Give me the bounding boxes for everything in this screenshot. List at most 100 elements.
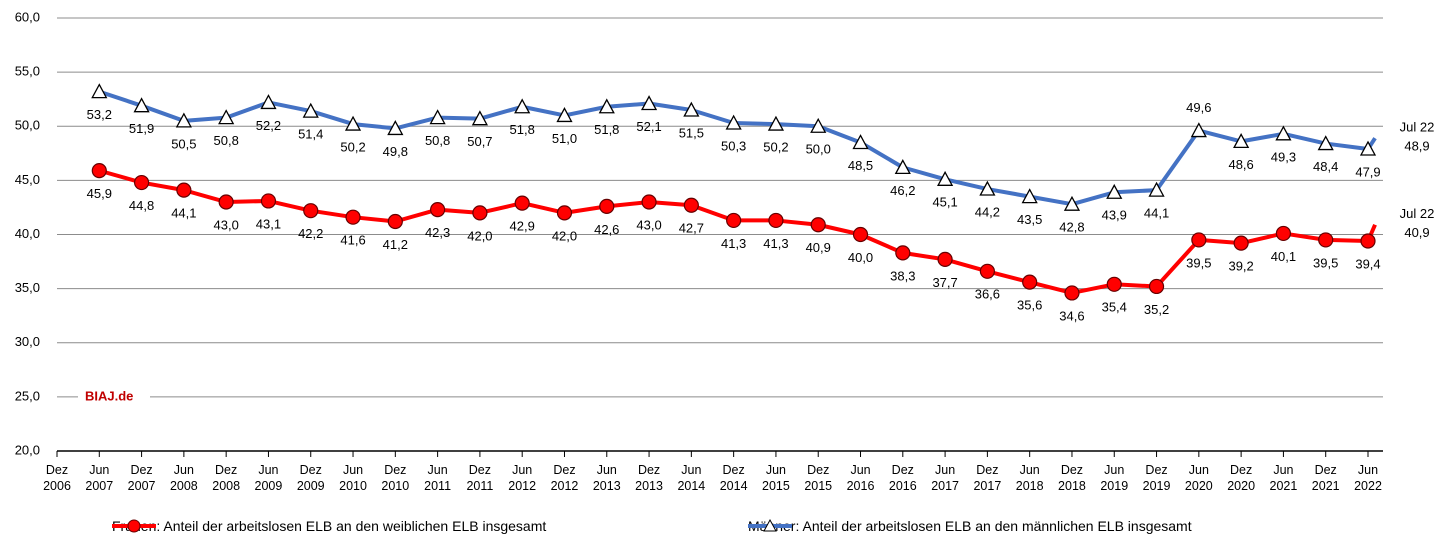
marker <box>599 198 615 214</box>
marker <box>133 97 150 113</box>
data-label: 35,2 <box>1144 302 1169 317</box>
data-label: 39,5 <box>1313 255 1338 270</box>
marker <box>1318 232 1334 248</box>
marker <box>726 212 742 229</box>
marker <box>514 98 531 114</box>
data-label: 51,0 <box>552 131 577 146</box>
data-label: 48,4 <box>1313 159 1338 174</box>
marker <box>556 205 573 221</box>
marker <box>1360 233 1376 249</box>
marker <box>1275 225 1292 242</box>
marker <box>895 245 911 261</box>
marker <box>937 170 954 186</box>
data-label: 42,8 <box>1059 220 1084 235</box>
x-tick-label: Jun 2017 <box>931 463 959 493</box>
marker <box>1191 232 1207 248</box>
y-tick-label: 35,0 <box>15 280 40 295</box>
series-line <box>98 168 1377 295</box>
x-tick-label: Dez 2015 <box>804 463 833 493</box>
data-label: 50,8 <box>425 133 450 148</box>
y-tick-label: 55,0 <box>15 64 40 79</box>
data-label: 39,4 <box>1355 256 1380 271</box>
legend-icon <box>112 519 156 533</box>
data-label: 41,3 <box>721 236 746 251</box>
data-label: 42,2 <box>298 226 323 241</box>
x-tick-label: Dez 2014 <box>719 463 748 493</box>
marker <box>1359 140 1377 156</box>
x-tick-label: Jun 2011 <box>424 463 452 493</box>
data-label: 35,6 <box>1017 298 1042 313</box>
marker <box>91 83 108 99</box>
marker <box>852 134 869 150</box>
x-tick-label: Dez 2008 <box>212 463 241 493</box>
x-tick-label: Jun 2013 <box>592 463 621 493</box>
x-tick-label: Jun 2019 <box>1100 463 1129 493</box>
data-label: 53,2 <box>87 107 112 122</box>
data-label: 50,2 <box>340 140 365 155</box>
y-tick-label: 40,0 <box>15 226 40 241</box>
marker <box>937 251 953 267</box>
data-label: 51,9 <box>129 121 154 136</box>
marker <box>810 117 827 133</box>
data-label: 43,0 <box>636 217 661 232</box>
data-label: 51,8 <box>594 122 619 137</box>
marker <box>430 202 446 218</box>
marker <box>472 205 488 221</box>
x-tick-label: Jun 2009 <box>254 463 283 493</box>
marker <box>514 195 530 211</box>
data-label: 40,9 <box>806 240 831 255</box>
marker <box>345 209 361 225</box>
legend-label: Frauen: Anteil der arbeitslosen ELB an d… <box>112 518 547 534</box>
x-tick-label: Jun 2018 <box>1015 463 1044 493</box>
x-tick-label: Jun 2014 <box>677 463 706 493</box>
marker <box>387 120 404 136</box>
data-label: 36,6 <box>975 287 1000 302</box>
annotation-bg <box>78 387 150 406</box>
data-label: 46,2 <box>890 183 915 198</box>
x-tick-label: Jun 2016 <box>846 463 875 493</box>
x-tick-label: Jun 2010 <box>339 463 367 493</box>
marker <box>979 180 996 196</box>
marker <box>852 226 869 243</box>
marker <box>303 203 319 219</box>
marker <box>133 174 150 191</box>
data-label: 51,4 <box>298 127 323 142</box>
x-tick-label: Dez 2020 <box>1227 463 1256 493</box>
x-tick-label: Dez 2018 <box>1058 463 1086 493</box>
data-label: 42,6 <box>594 222 619 237</box>
data-label: 50,3 <box>721 138 746 153</box>
x-tick-label: Dez 2013 <box>635 463 663 493</box>
marker <box>1106 276 1122 292</box>
x-tick-label: Jun 2012 <box>508 463 537 493</box>
marker <box>387 213 403 230</box>
end-label: Jul 22 <box>1400 120 1435 135</box>
data-label: 42,7 <box>679 221 704 236</box>
legend-marker <box>763 518 777 532</box>
marker <box>1064 285 1080 301</box>
x-tick-label: Dez 2011 <box>466 463 494 493</box>
data-label: 51,5 <box>679 125 704 140</box>
x-tick-label: Jun 2007 <box>85 463 114 493</box>
x-tick-label: Dez 2021 <box>1311 463 1340 493</box>
marker <box>683 101 700 117</box>
data-label: 41,2 <box>383 237 408 252</box>
marker <box>1022 274 1038 290</box>
marker <box>176 182 192 198</box>
series-line <box>98 89 1377 207</box>
legend-marker <box>127 519 141 533</box>
marker <box>1317 135 1334 151</box>
data-label: 41,6 <box>340 233 365 248</box>
marker <box>810 217 826 233</box>
data-label: 39,2 <box>1228 259 1253 274</box>
legend-label: Männer: Anteil der arbeitslosen ELB an d… <box>748 518 1192 534</box>
data-label: 49,8 <box>383 144 408 159</box>
data-label: 48,5 <box>848 158 873 173</box>
marker <box>683 197 699 213</box>
data-label: 50,7 <box>467 134 492 149</box>
end-value: 48,9 <box>1404 139 1429 154</box>
data-label: 52,1 <box>636 119 661 134</box>
marker <box>768 212 784 229</box>
marker <box>640 95 658 111</box>
data-label: 39,5 <box>1186 255 1211 270</box>
